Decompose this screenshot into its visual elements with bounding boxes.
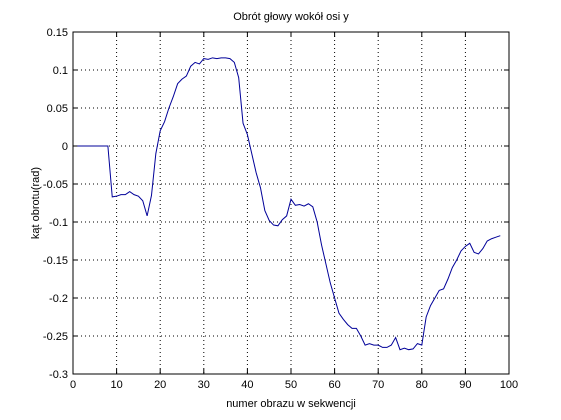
x-tick-label: 10 [110,379,122,391]
x-tick-label: 80 [416,379,428,391]
y-axis-label: kąt obrotu(rad) [30,167,42,239]
x-tick-label: 0 [70,379,76,391]
x-tick-label: 50 [285,379,297,391]
x-tick-label: 100 [500,379,518,391]
y-tick-label: -0.05 [43,179,68,191]
y-tick-label: -0.15 [43,255,68,267]
x-axis-label: numer obrazu w sekwencji [226,398,356,410]
y-tick-label: 0.05 [47,103,68,115]
x-tick-label: 30 [198,379,210,391]
x-tick-label: 60 [328,379,340,391]
plot-frame [72,31,510,375]
chart-title: Obrót głowy wokół osi y [233,11,349,23]
x-tick-label: 40 [241,379,253,391]
x-tick-label: 20 [154,379,166,391]
y-tick-label: -0.1 [49,217,68,229]
y-tick-label: 0.1 [53,65,68,77]
x-tick-label: 70 [372,379,384,391]
y-tick-label: -0.25 [43,331,68,343]
y-tick-label: -0.2 [49,293,68,305]
x-tick-label: 90 [459,379,471,391]
y-tick-label: 0 [62,141,68,153]
y-tick-label: -0.3 [49,369,68,381]
data-line [77,57,501,351]
y-tick-label: 0.15 [47,27,68,39]
